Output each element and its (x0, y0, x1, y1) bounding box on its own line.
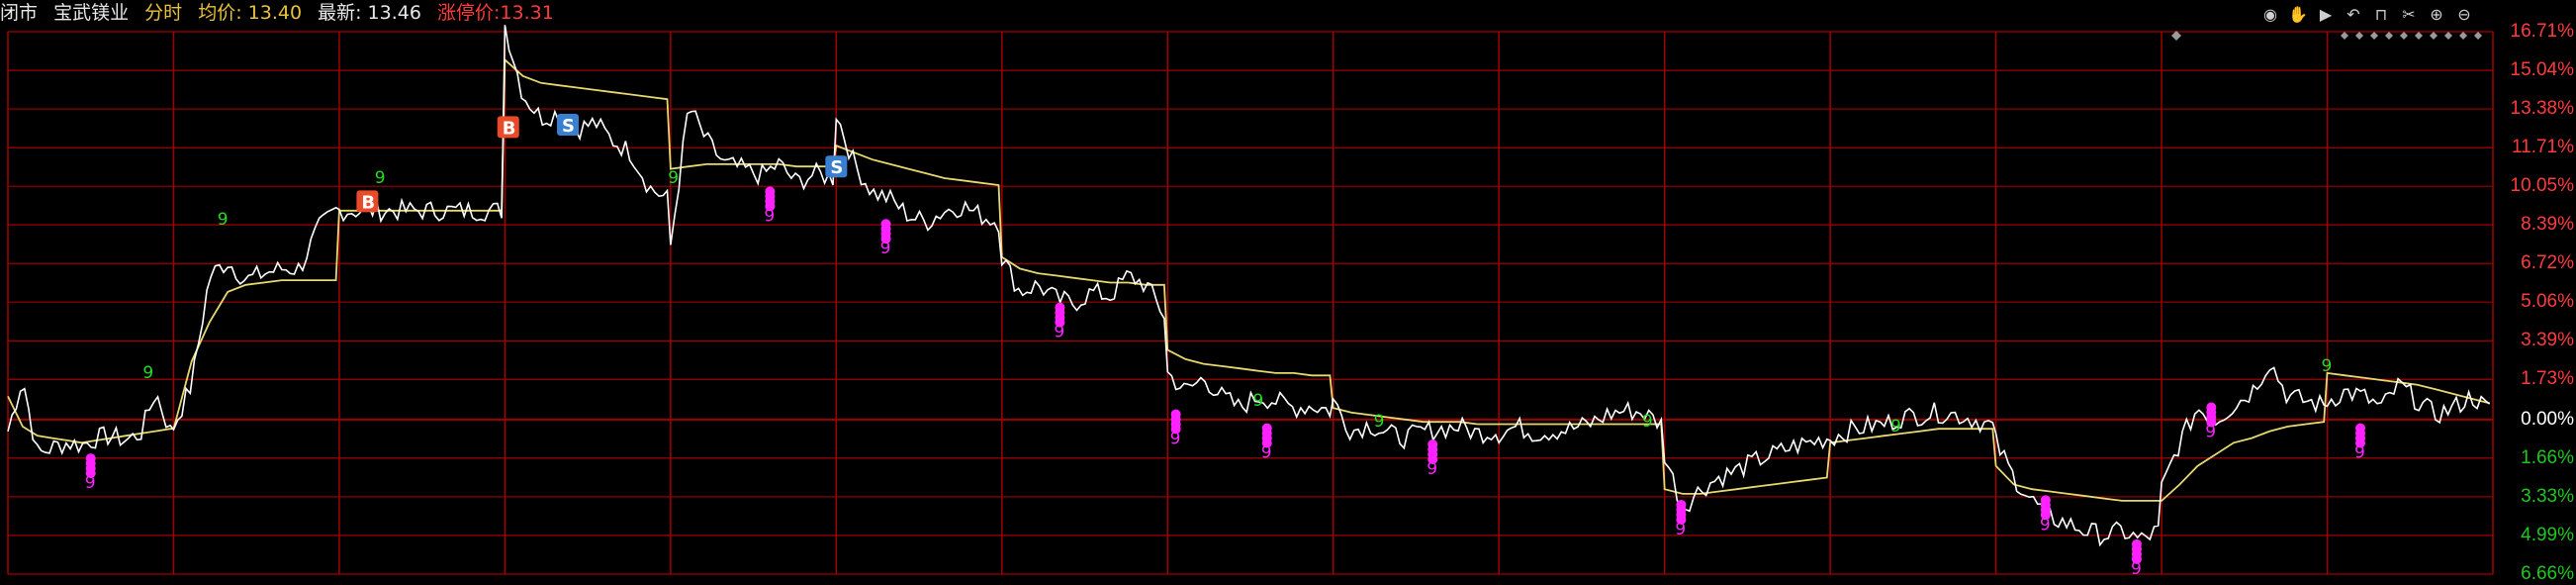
last-value: 13.46 (367, 2, 421, 24)
nine-marker-16: 9 (1675, 520, 1686, 539)
nine-dot-10-3 (765, 201, 776, 212)
nine-marker-3: 9 (668, 168, 679, 188)
signal-box-1 (356, 190, 379, 213)
nine-marker-12: 9 (1054, 323, 1064, 342)
nine-dot-15-3 (1427, 454, 1438, 465)
y-tick-label-6: 6.72% (2521, 252, 2574, 274)
avg-price-readout: 均价: 13.40 (198, 2, 302, 24)
nine-marker-4: 9 (1252, 391, 1263, 411)
nine-dot-20-3 (2355, 438, 2366, 448)
nine-dot-13-3 (1170, 424, 1181, 435)
nine-markers: 9 9 9 9 9 9 9 9 9 9 9 9 9 9 9 9 9 9 9 9 9 (85, 168, 2366, 579)
market-status: 闭市 (0, 2, 39, 24)
zoom-out-icon[interactable]: ⊖ (2457, 4, 2471, 24)
limit-up-readout: 涨停价:13.31 (437, 2, 554, 24)
nine-marker-8: 9 (2322, 356, 2333, 376)
last-label: 最新: (318, 2, 362, 24)
y-tick-label-13: 4.99% (2521, 524, 2574, 545)
nine-marker-14: 9 (1261, 443, 1272, 463)
nine-marker-20: 9 (2354, 443, 2365, 463)
y-axis-right: 16.71% 15.04% 13.38% 11.71% 10.05% 8.39% 6.72%… (2495, 0, 2576, 584)
nine-marker-10: 9 (764, 206, 775, 226)
top-right-diamond-row (2171, 31, 2482, 41)
signal-box-0 (497, 116, 519, 139)
y-tick-label-11: 1.66% (2521, 446, 2574, 468)
y-tick-label-0: 16.71% (2510, 21, 2574, 42)
nine-marker-18: 9 (2131, 559, 2142, 579)
nine-marker-7: 9 (1890, 417, 1901, 437)
nine-marker-9: 9 (85, 473, 96, 493)
chart-mode[interactable]: 分时 (144, 2, 183, 24)
y-tick-label-5: 8.39% (2521, 214, 2574, 236)
nine-marker-5: 9 (1374, 412, 1385, 432)
lock-icon[interactable]: ⊓ (2374, 4, 2388, 24)
nine-dot-16-3 (1676, 514, 1687, 525)
nine-marker-2: 9 (375, 168, 386, 188)
avg-value: 13.40 (247, 2, 303, 24)
y-tick-label-4: 10.05% (2510, 175, 2574, 197)
scissors-icon[interactable]: ✂ (2402, 4, 2416, 24)
nine-dot-18-3 (2131, 553, 2142, 564)
last-price-readout: 最新: 13.46 (318, 2, 421, 24)
nine-marker-13: 9 (1170, 430, 1181, 449)
y-tick-label-10: 0.00% (2521, 408, 2574, 430)
undo-icon[interactable]: ↶ (2346, 4, 2360, 24)
nine-dot-14-3 (1261, 438, 1272, 448)
signal-s-2: S (562, 116, 575, 137)
chart-header: 闭市 宝武镁业 分时 均价: 13.40 最新: 13.46 涨停价:13.31 (0, 0, 2576, 26)
y-tick-label-9: 1.73% (2521, 368, 2574, 390)
nine-marker-0: 9 (142, 363, 153, 383)
y-tick-label-8: 3.39% (2521, 330, 2574, 351)
y-tick-label-7: 5.06% (2521, 291, 2574, 313)
buy-sell-signals: B B S S (356, 114, 848, 213)
nine-marker-11: 9 (880, 239, 891, 258)
signal-s-3: S (830, 157, 843, 178)
nine-dot-17-3 (2040, 510, 2051, 521)
nine-marker-15: 9 (1426, 459, 1437, 479)
signal-box-3 (825, 155, 848, 178)
hand-icon[interactable]: ✋ (2288, 4, 2308, 24)
signal-box-2 (557, 114, 580, 137)
nine-dot-11-3 (880, 234, 891, 244)
eye-icon[interactable]: ◉ (2263, 4, 2277, 24)
y-tick-label-14: 6.66% (2521, 563, 2574, 584)
play-icon[interactable]: ▶ (2319, 4, 2333, 24)
signal-b-1: B (361, 192, 375, 213)
nine-dot-12-3 (1055, 317, 1065, 328)
y-tick-label-3: 11.71% (2511, 137, 2574, 158)
signal-b-0: B (503, 118, 516, 139)
nine-dot-9-3 (85, 468, 96, 479)
y-tick-label-2: 13.38% (2510, 98, 2574, 120)
zoom-in-icon[interactable]: ⊕ (2430, 4, 2443, 24)
price-line-path (7, 25, 2491, 547)
stock-name[interactable]: 宝武镁业 (53, 2, 130, 24)
y-tick-label-12: 3.33% (2521, 485, 2574, 507)
avg-label: 均价: (198, 2, 242, 24)
chart-grid (7, 31, 2494, 575)
price-line (7, 25, 2491, 547)
limit-value: 13.31 (500, 2, 554, 24)
chart-toolbar: ◉ ✋ ▶ ↶ ⊓ ✂ ⊕ ⊖ (2259, 4, 2475, 24)
average-price-line (7, 57, 2490, 502)
avg-line-path (7, 57, 2490, 502)
y-tick-label-1: 15.04% (2510, 59, 2574, 81)
nine-marker-17: 9 (2040, 515, 2051, 535)
limit-label: 涨停价: (437, 2, 501, 24)
nine-marker-1: 9 (218, 210, 229, 230)
nine-dot-19-3 (2206, 417, 2217, 428)
nine-marker-19: 9 (2205, 422, 2216, 441)
nine-marker-6: 9 (1642, 412, 1653, 432)
